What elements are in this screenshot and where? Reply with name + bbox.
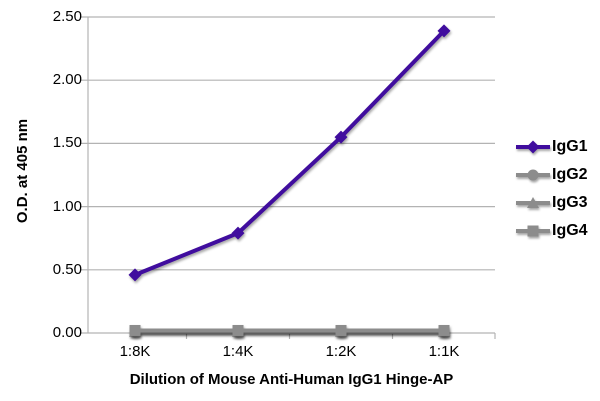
y-tick-label: 0.00: [52, 324, 82, 341]
x-tick-label: 1:2K: [325, 343, 357, 360]
legend-swatch-circle-icon: [516, 169, 550, 181]
legend-item-IgG2: IgG2: [516, 161, 588, 189]
marker-IgG1-2: [334, 130, 348, 144]
legend-swatch-diamond-icon: [516, 140, 550, 154]
x-tick-label: 1:1K: [428, 343, 460, 360]
y-tick-label: 0.50: [52, 260, 82, 278]
legend-swatch-triangle-icon: [516, 197, 550, 208]
legend-item-IgG4: IgG4: [516, 217, 588, 245]
marker-IgG4-0: [129, 324, 141, 336]
marker-IgG4-3: [438, 324, 450, 336]
legend-item-IgG3: IgG3: [516, 189, 588, 217]
y-tick-label: 1.00: [52, 197, 82, 215]
legend-item-IgG1: IgG1: [516, 133, 588, 161]
legend-label: IgG1: [552, 138, 588, 155]
y-axis-title: O.D. at 405 nm: [14, 118, 31, 224]
marker-IgG4-2: [335, 324, 347, 336]
y-tick-label: 1.50: [52, 134, 82, 152]
series-IgG1: [128, 24, 451, 282]
series-layer: [128, 24, 451, 338]
legend: IgG1 IgG2 IgG3 IgG4: [516, 133, 588, 245]
y-tick-label: 2.00: [52, 71, 82, 89]
y-tick-label: 2.50: [52, 8, 82, 25]
x-tick-label: 1:4K: [222, 343, 254, 360]
legend-label: IgG4: [552, 222, 588, 239]
series-IgG4: [129, 324, 450, 336]
series-line-IgG1: [134, 29, 446, 277]
legend-label: IgG3: [552, 194, 588, 211]
marker-IgG1-1: [231, 226, 245, 240]
x-axis-title: Dilution of Mouse Anti-Human IgG1 Hinge-…: [129, 371, 454, 388]
x-tick-label: 1:8K: [119, 343, 151, 360]
marker-IgG4-1: [232, 324, 244, 336]
legend-swatch-square-icon: [516, 225, 550, 237]
marker-IgG1-0: [128, 268, 142, 282]
grid-layer: [80, 16, 496, 339]
marker-IgG1-3: [437, 24, 451, 38]
legend-label: IgG2: [552, 166, 588, 183]
